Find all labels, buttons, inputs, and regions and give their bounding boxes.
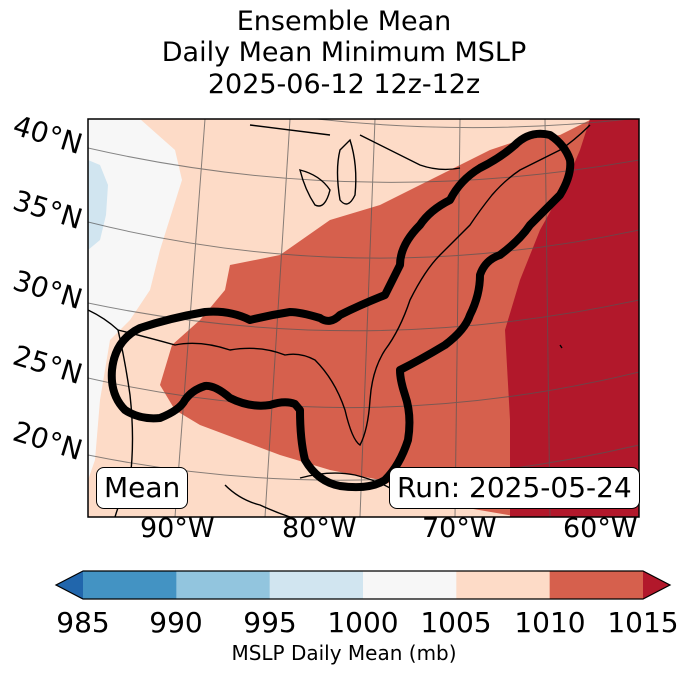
cb-tick-985: 985 <box>56 606 110 639</box>
lon-label-90w: 90°W <box>140 513 215 544</box>
colorbar-label: MSLP Daily Mean (mb) <box>231 641 457 665</box>
cb-tick-1005: 1005 <box>420 606 492 639</box>
colorbar-segment <box>176 571 271 599</box>
run-box: Run: 2025-05-24 <box>389 467 640 509</box>
colorbar-segment <box>363 571 457 599</box>
colorbar-segment <box>456 571 551 599</box>
title-line-1: Ensemble Mean <box>236 6 452 37</box>
zone-995-1000 <box>88 160 108 250</box>
map-panel <box>87 118 640 518</box>
colorbar-segment <box>549 571 644 599</box>
mean-box: Mean <box>96 467 189 509</box>
lon-label-80w: 80°W <box>282 513 357 544</box>
colorbar-extend-low <box>56 571 83 599</box>
colorbar-segment <box>269 571 364 599</box>
lon-label-70w: 70°W <box>422 513 497 544</box>
zone-above-1015 <box>505 119 639 517</box>
title-line-2: Daily Mean Minimum MSLP <box>161 37 527 68</box>
cb-tick-995: 995 <box>243 606 297 639</box>
contour-1010 <box>107 129 575 492</box>
title-line-3: 2025-06-12 12z-12z <box>207 69 481 100</box>
colorbar <box>54 570 672 600</box>
cb-tick-990: 990 <box>149 606 203 639</box>
colorbar-extend-high <box>643 571 670 599</box>
lon-label-60w: 60°W <box>563 513 638 544</box>
zone-1000-1005 <box>88 119 182 480</box>
cb-tick-1015: 1015 <box>607 606 679 639</box>
cb-tick-1000: 1000 <box>327 606 399 639</box>
cb-tick-1010: 1010 <box>514 606 586 639</box>
colorbar-segment <box>83 571 177 599</box>
